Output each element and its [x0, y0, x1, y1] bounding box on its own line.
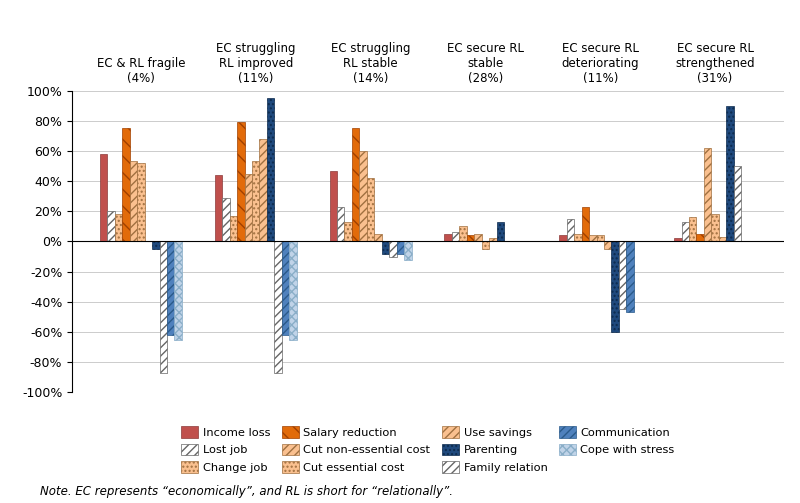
Bar	[704, 148, 711, 241]
Bar	[330, 171, 337, 241]
Bar	[245, 174, 252, 241]
Bar	[345, 222, 352, 241]
Bar	[252, 161, 259, 241]
Bar	[611, 241, 619, 332]
Bar	[230, 216, 237, 241]
Bar	[397, 241, 404, 254]
Bar	[152, 241, 159, 249]
Bar	[626, 241, 634, 312]
Text: EC secure RL
strengthened
(31%): EC secure RL strengthened (31%)	[675, 42, 755, 85]
Bar	[444, 234, 452, 241]
Bar	[589, 235, 597, 241]
Bar	[566, 219, 574, 241]
Bar	[107, 211, 114, 241]
Bar	[214, 175, 222, 241]
Bar	[574, 234, 582, 241]
Bar	[382, 241, 390, 254]
Bar	[497, 222, 504, 241]
Text: EC secure RL
stable
(28%): EC secure RL stable (28%)	[447, 42, 524, 85]
Bar	[130, 161, 137, 241]
Bar	[404, 241, 412, 260]
Bar	[237, 122, 245, 241]
Bar	[734, 166, 742, 241]
Bar	[167, 241, 174, 335]
Bar	[352, 128, 359, 241]
Text: EC struggling
RL improved
(11%): EC struggling RL improved (11%)	[216, 42, 295, 85]
Bar	[290, 241, 297, 340]
Bar	[390, 241, 397, 257]
Bar	[282, 241, 290, 335]
Bar	[114, 214, 122, 241]
Bar	[367, 178, 374, 241]
Bar	[682, 222, 689, 241]
Bar	[619, 241, 626, 309]
Legend: Income loss, Lost job, Change job, Salary reduction, Cut non-essential cost, Cut: Income loss, Lost job, Change job, Salar…	[177, 422, 679, 477]
Bar	[726, 106, 734, 241]
Bar	[452, 232, 459, 241]
Bar	[359, 151, 367, 241]
Bar	[122, 128, 130, 241]
Text: EC & RL fragile
(4%): EC & RL fragile (4%)	[97, 57, 185, 85]
Bar	[474, 234, 482, 241]
Text: EC secure RL
deteriorating
(11%): EC secure RL deteriorating (11%)	[562, 42, 639, 85]
Bar	[674, 238, 682, 241]
Bar	[337, 207, 345, 241]
Bar	[489, 238, 497, 241]
Bar	[159, 241, 167, 373]
Bar	[582, 207, 589, 241]
Bar	[559, 235, 566, 241]
Bar	[137, 163, 145, 241]
Bar	[466, 235, 474, 241]
Bar	[697, 234, 704, 241]
Text: EC struggling
RL stable
(14%): EC struggling RL stable (14%)	[331, 42, 410, 85]
Bar	[482, 241, 489, 249]
Bar	[459, 226, 466, 241]
Bar	[100, 154, 107, 241]
Bar	[267, 98, 274, 241]
Bar	[374, 234, 382, 241]
Bar	[259, 139, 267, 241]
Bar	[604, 241, 611, 249]
Text: Note. EC represents “economically”, and RL is short for “relationally”.: Note. EC represents “economically”, and …	[40, 485, 453, 498]
Bar	[222, 198, 230, 241]
Bar	[711, 214, 719, 241]
Bar	[597, 235, 604, 241]
Bar	[174, 241, 182, 340]
Bar	[719, 237, 726, 241]
Bar	[689, 217, 697, 241]
Bar	[274, 241, 282, 373]
